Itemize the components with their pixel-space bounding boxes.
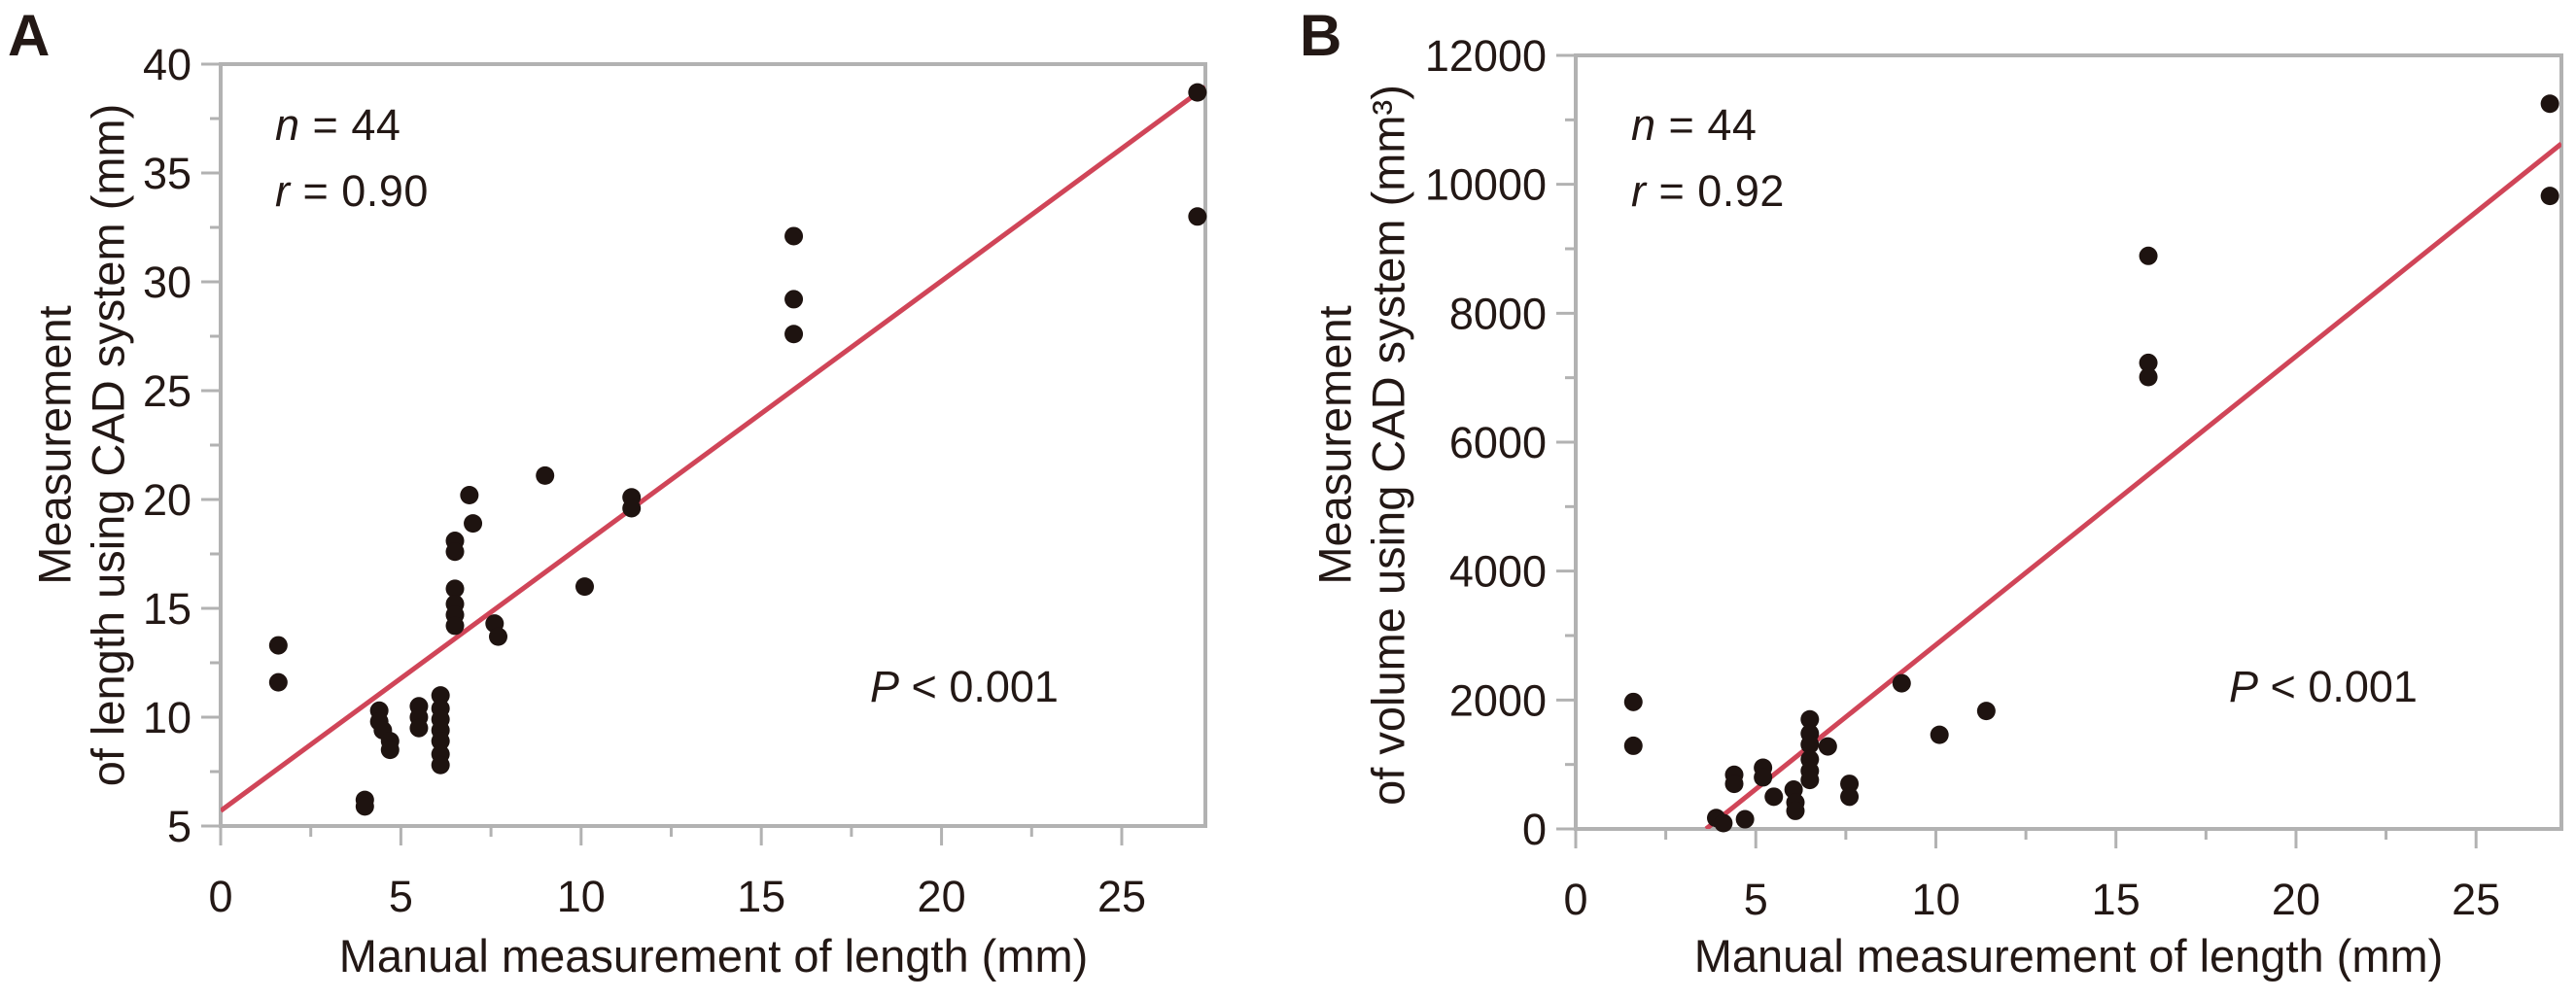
data-point xyxy=(431,755,450,775)
x-tick-label: 10 xyxy=(557,872,606,921)
y-tick-label: 10000 xyxy=(1425,160,1547,210)
panel-b-label: B xyxy=(1300,3,1342,68)
data-point xyxy=(1764,787,1784,807)
data-point xyxy=(1188,207,1207,226)
data-point xyxy=(1724,775,1744,794)
data-point xyxy=(1800,735,1820,754)
data-point xyxy=(784,325,804,344)
regression-line xyxy=(1704,141,2561,829)
panel-b-p-value-annotation: P < 0.001 xyxy=(2229,662,2418,711)
y-tick-label: 4000 xyxy=(1449,547,1547,597)
data-point xyxy=(1930,725,1949,744)
data-point xyxy=(445,616,465,636)
panel-a-stats-annotation: n = 44 r = 0.90 xyxy=(275,92,429,224)
x-tick-label: 15 xyxy=(2092,875,2141,924)
x-tick-label: 20 xyxy=(918,872,966,921)
y-tick-label: 30 xyxy=(143,258,191,307)
data-point xyxy=(1892,673,1911,693)
data-point xyxy=(1188,83,1207,102)
data-point xyxy=(1735,810,1755,829)
y-tick-label: 15 xyxy=(143,584,191,634)
data-point xyxy=(460,486,479,505)
panel-b-r-annotation: r = 0.92 xyxy=(1631,165,1785,216)
y-tick-label: 12000 xyxy=(1425,31,1547,81)
y-tick-label: 0 xyxy=(1522,805,1547,854)
x-tick-label: 15 xyxy=(737,872,785,921)
data-point xyxy=(1840,775,1860,794)
data-point xyxy=(1623,736,1643,755)
data-point xyxy=(574,577,594,597)
y-tick-label: 5 xyxy=(167,802,191,851)
panel-a: A Measurement of length using CAD system… xyxy=(8,3,1207,982)
panel-a-r-annotation: r = 0.90 xyxy=(275,165,429,216)
data-point xyxy=(784,226,804,246)
data-point xyxy=(1800,771,1820,790)
data-point xyxy=(355,797,374,816)
y-tick-label: 40 xyxy=(143,40,191,89)
y-tick-label: 20 xyxy=(143,475,191,525)
data-point xyxy=(622,499,642,518)
panel-b-x-axis-title: Manual measurement of length (mm) xyxy=(1693,930,2444,982)
data-point xyxy=(489,627,508,646)
data-point xyxy=(2139,353,2158,372)
data-point xyxy=(445,579,465,599)
y-tick-label: 25 xyxy=(143,366,191,416)
y-tick-label: 8000 xyxy=(1449,289,1547,338)
x-tick-label: 5 xyxy=(389,872,413,921)
panel-a-p-value-annotation: P < 0.001 xyxy=(870,662,1059,711)
data-point xyxy=(784,290,804,309)
data-point xyxy=(268,636,288,655)
y-tick-label: 2000 xyxy=(1449,675,1547,725)
x-tick-label: 25 xyxy=(1097,872,1146,921)
x-tick-label: 0 xyxy=(1563,875,1587,924)
data-point xyxy=(2139,246,2158,265)
panel-b-n-annotation: n = 44 xyxy=(1631,100,1758,150)
panel-b-stats-annotation: n = 44 r = 0.92 xyxy=(1631,92,1785,224)
data-point xyxy=(1786,801,1805,820)
data-point xyxy=(2540,94,2559,114)
y-tick-label: 35 xyxy=(143,149,191,198)
data-point xyxy=(1818,737,1837,756)
data-point xyxy=(2139,367,2158,387)
data-point xyxy=(1840,787,1860,807)
regression-line xyxy=(221,85,1205,813)
data-point xyxy=(2540,187,2559,206)
data-point xyxy=(380,741,400,760)
x-tick-label: 10 xyxy=(1911,875,1960,924)
data-point xyxy=(431,686,450,706)
panel-b: B Measurement of volume using CAD system… xyxy=(1288,0,2576,999)
data-point xyxy=(1976,702,1996,721)
data-point xyxy=(464,514,483,534)
data-point xyxy=(536,465,555,485)
panel-a-n-annotation: n = 44 xyxy=(275,100,401,150)
panel-b-plot-area: 0 5 10 15 20 25 0 2000 4000 6000 8000 10000 12000 xyxy=(1425,31,2563,924)
data-point xyxy=(409,718,429,738)
data-point xyxy=(431,732,450,751)
data-point xyxy=(268,672,288,692)
data-point xyxy=(1623,692,1643,711)
data-point xyxy=(1714,813,1733,833)
panel-a-x-axis-title: Manual measurement of length (mm) xyxy=(338,930,1089,982)
x-tick-label: 25 xyxy=(2452,875,2500,924)
x-tick-label: 0 xyxy=(208,872,232,921)
data-point xyxy=(445,542,465,562)
y-tick-label: 10 xyxy=(143,693,191,742)
y-tick-label: 6000 xyxy=(1449,418,1547,467)
data-point xyxy=(1800,709,1820,729)
x-tick-label: 20 xyxy=(2272,875,2320,924)
panel-a-label: A xyxy=(8,3,51,68)
data-point xyxy=(1754,768,1773,787)
x-tick-label: 5 xyxy=(1744,875,1768,924)
